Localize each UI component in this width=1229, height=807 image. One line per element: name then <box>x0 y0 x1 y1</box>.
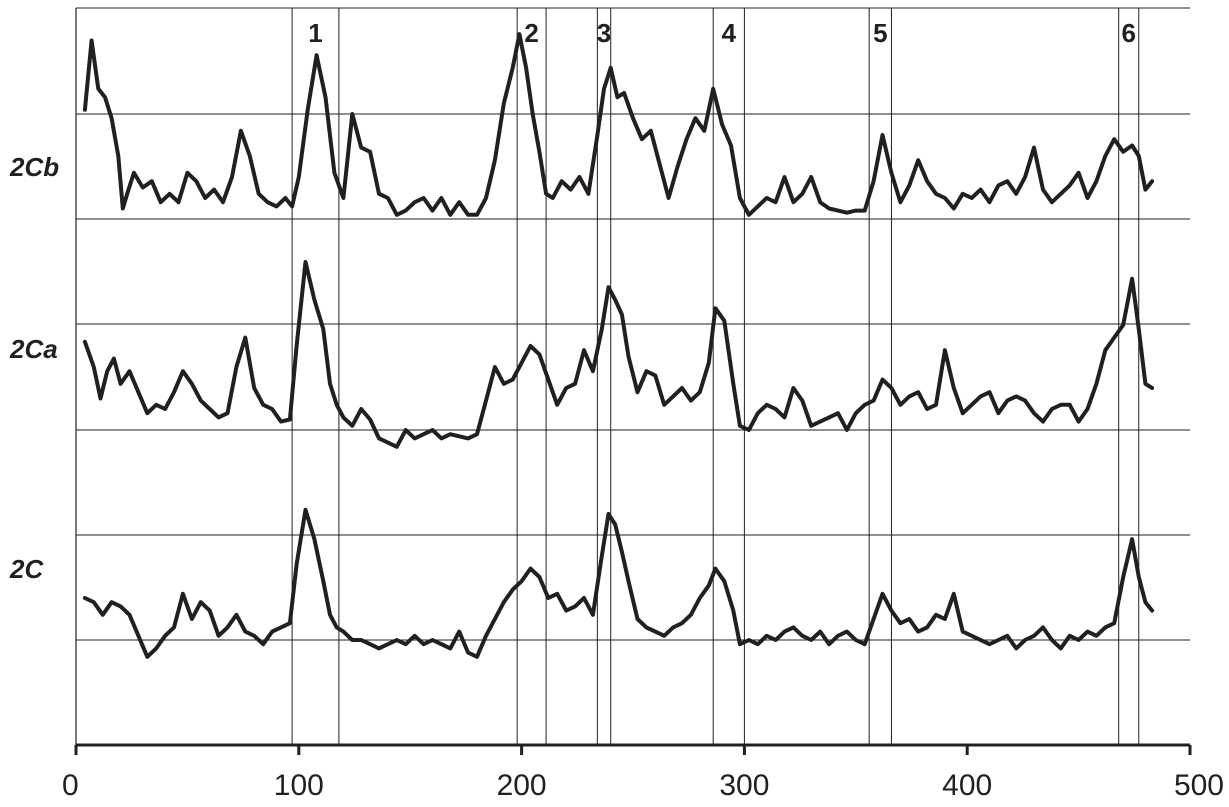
x-tick-label: 0 <box>62 769 79 802</box>
x-tick-label: 100 <box>274 769 324 802</box>
x-tick-label: 300 <box>719 769 769 802</box>
region-labels: 1 2 3 4 5 6 <box>308 18 1136 48</box>
row-labels: 2Cb 2Ca 2C <box>9 152 59 584</box>
gridlines <box>76 7 1190 641</box>
series-label-2Cb: 2Cb <box>9 152 59 182</box>
series-label-2C: 2C <box>9 554 44 584</box>
series-line-2Ca <box>82 260 1155 449</box>
region-label: 3 <box>597 18 611 48</box>
x-ticks: 0 100 200 300 400 500 <box>62 745 1224 802</box>
series-line-2C <box>82 507 1155 659</box>
series-line-2Cb <box>82 32 1155 217</box>
region-label: 4 <box>722 18 737 48</box>
series-label-2Ca: 2Ca <box>9 334 58 364</box>
x-tick-label: 500 <box>1174 769 1224 802</box>
x-tick-label: 200 <box>497 769 547 802</box>
region-label: 6 <box>1121 18 1135 48</box>
x-tick-label: 400 <box>942 769 992 802</box>
series-group <box>82 32 1155 659</box>
region-label: 5 <box>873 18 887 48</box>
region-markers <box>291 8 1140 745</box>
region-label: 1 <box>308 18 322 48</box>
region-label: 2 <box>524 18 538 48</box>
